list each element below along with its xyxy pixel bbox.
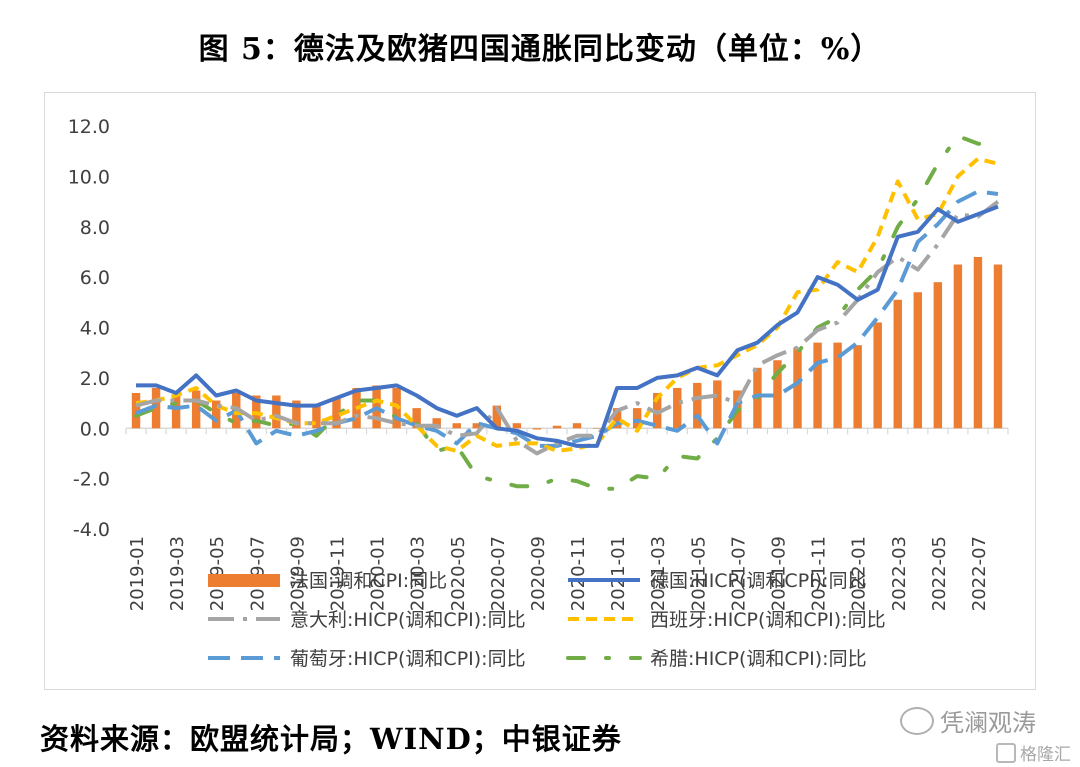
bar-france (632, 408, 642, 429)
bar-france (272, 395, 281, 429)
watermark-2-text: 格隆汇 (1020, 745, 1071, 765)
watermark: 凭澜观涛 (900, 703, 1036, 738)
bar-france (412, 408, 421, 429)
gelonghui-logo-icon (996, 742, 1016, 763)
legend-label-portugal: 葡萄牙:HICP(调和CPI):同比 (290, 648, 526, 670)
wechat-icon (900, 706, 934, 735)
bar-france (693, 382, 702, 429)
line-italy (135, 200, 1000, 456)
legend-label-germany: 德国:HICP(调和CPI):同比 (650, 570, 867, 592)
line-germany (136, 204, 999, 448)
bar-france (673, 387, 682, 429)
bar-france (572, 423, 582, 429)
x-tick-label: 2021-11 (809, 536, 830, 611)
x-tick-label: 2019-09 (287, 536, 308, 611)
bar-france (773, 360, 782, 429)
watermark-text: 凭澜观涛 (940, 709, 1036, 737)
bar-france (191, 390, 201, 429)
y-tick-label: 4.0 (80, 318, 110, 340)
bar-france (432, 418, 441, 429)
y-tick-label: 0.0 (80, 418, 110, 440)
x-tick-label: 2022-07 (969, 536, 990, 611)
bar-france (452, 423, 461, 429)
bar-france (612, 408, 622, 429)
bar-france (332, 398, 341, 429)
x-tick-label: 2020-05 (448, 536, 469, 611)
x-tick-label: 2022-05 (929, 536, 950, 611)
legend-label-france: 法国:调和CPI:同比 (290, 570, 447, 592)
x-tick-label: 2019-05 (207, 536, 228, 611)
line-spain (135, 156, 999, 453)
legend-label-spain: 西班牙:HICP(调和CPI):同比 (650, 609, 886, 631)
x-tick-label: 2022-03 (889, 536, 910, 611)
y-tick-label: 12.0 (68, 116, 110, 138)
legend-swatch-france (208, 574, 280, 587)
source-note: 资料来源：欧盟统计局；WIND；中银证券 (40, 722, 622, 756)
bar-france (993, 264, 1003, 429)
x-tick-label: 2020-03 (408, 536, 429, 611)
bar-france (131, 392, 141, 429)
y-tick-label: 8.0 (80, 217, 110, 239)
line-portugal (135, 189, 999, 448)
bar-france (472, 423, 482, 429)
bar-france (292, 400, 301, 429)
x-tick-label: 2021-01 (608, 536, 629, 611)
y-tick-label: 10.0 (68, 166, 110, 188)
x-tick-label: 2019-03 (167, 536, 188, 611)
x-tick-label: 2021-03 (648, 536, 669, 611)
bar-france (973, 256, 983, 429)
bar-france (592, 428, 602, 429)
bar-france (853, 345, 862, 429)
bar-france (171, 395, 181, 429)
x-tick-label: 2021-05 (688, 536, 709, 611)
bar-france (211, 400, 221, 429)
line-greece (134, 134, 1000, 491)
x-tick-label: 2020-07 (488, 536, 509, 611)
y-tick-label: -2.0 (73, 469, 110, 491)
bar-france (813, 342, 822, 429)
bar-france (492, 405, 502, 429)
x-tick-label: 2019-11 (327, 536, 348, 611)
bar-france (652, 392, 662, 429)
x-tick-label: 2020-11 (568, 536, 589, 611)
x-tick-label: 2021-09 (768, 536, 789, 611)
bar-france (312, 405, 321, 429)
x-tick-label: 2020-09 (528, 536, 549, 611)
bar-france (512, 423, 522, 429)
bar-france (833, 342, 842, 429)
x-tick-label: 2022-01 (849, 536, 870, 611)
bar-france (552, 425, 562, 429)
legend-label-greece: 希腊:HICP(调和CPI):同比 (650, 648, 867, 670)
y-tick-label: -4.0 (73, 519, 110, 541)
bar-france (913, 292, 923, 429)
x-tick-label: 2019-01 (127, 536, 148, 611)
watermark-2: 格隆汇 (996, 740, 1071, 765)
bar-france (532, 428, 542, 430)
bar-france (713, 380, 722, 429)
bar-france (933, 282, 943, 429)
y-tick-label: 6.0 (80, 267, 110, 289)
bar-france (793, 347, 802, 429)
bar-france (873, 322, 882, 429)
y-tick-label: 2.0 (80, 368, 110, 390)
bar-france (893, 299, 902, 429)
x-tick-label: 2021-07 (728, 536, 749, 611)
bar-france (953, 264, 963, 429)
legend-label-italy: 意大利:HICP(调和CPI):同比 (290, 609, 526, 631)
chart-title: 图 5：德法及欧猪四国通胀同比变动（单位：%） (198, 32, 882, 67)
x-tick-label: 2020-01 (368, 536, 389, 611)
bar-france (151, 387, 161, 429)
x-tick-label: 2019-07 (247, 536, 268, 611)
